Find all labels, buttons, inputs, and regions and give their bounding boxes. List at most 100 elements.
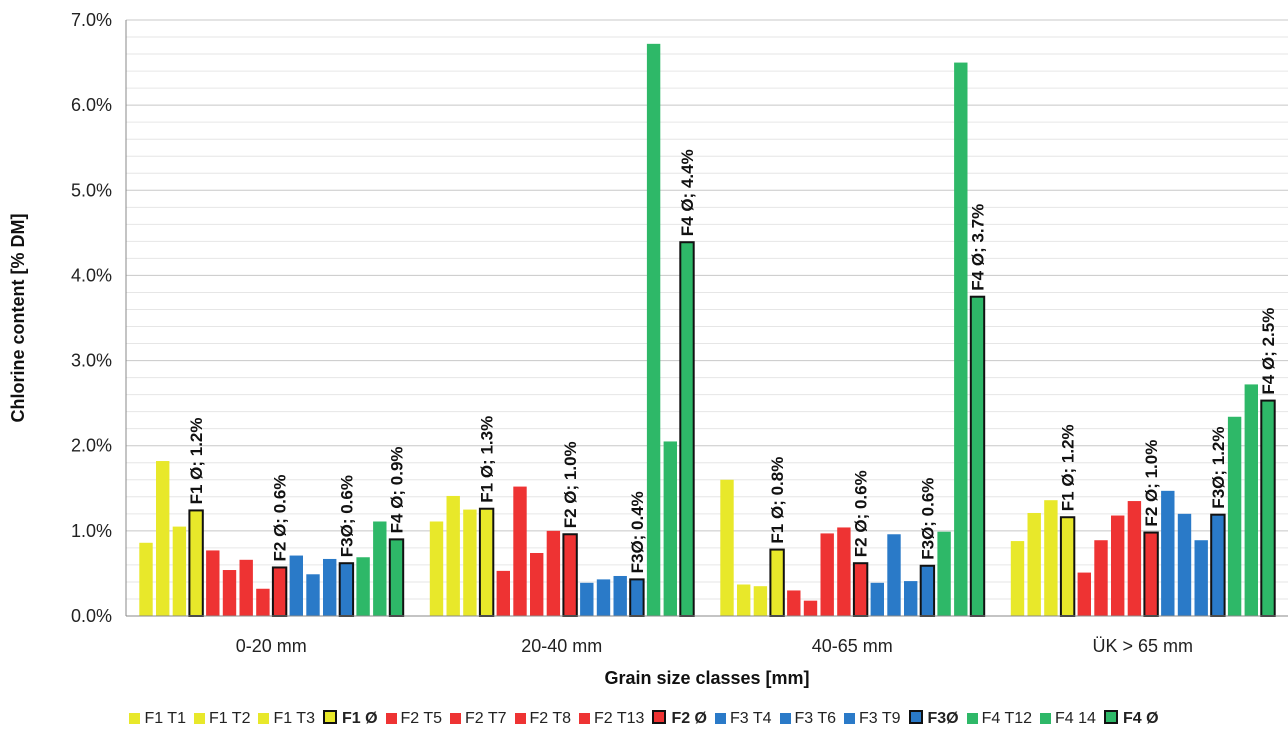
legend-label: F4 Ø (1122, 710, 1159, 727)
average-bar (1260, 399, 1276, 617)
legend-item: F2 T13 (579, 710, 644, 728)
bar (1227, 416, 1242, 616)
legend-swatch (385, 713, 397, 724)
bar (904, 581, 918, 616)
legend-label: F3 T9 (859, 710, 901, 727)
x-tick-label: 20-40 mm (521, 636, 602, 656)
average-bar (852, 562, 869, 617)
bars (139, 43, 1276, 618)
bar (496, 570, 510, 616)
legend-label: F2 T8 (529, 710, 572, 727)
bar (1177, 513, 1192, 616)
legend-swatch (652, 710, 667, 724)
bar (954, 62, 968, 617)
bar (837, 527, 851, 616)
legend-swatch (193, 713, 205, 724)
x-axis-ticks: 0-20 mm 20-40 mm 40-65 mm ÜK > 65 mm (236, 636, 1193, 656)
y-tick-label: 4.0% (71, 265, 112, 285)
bar-labels: F1 Ø; 1.2% F2 Ø; 0.6% F3Ø; 0.6% F4 Ø; 0.9% F… (187, 149, 1278, 573)
bar-data-label: F3Ø; 1.2% (1209, 426, 1228, 508)
bar-data-label: F2 Ø; 0.6% (852, 470, 871, 557)
legend-swatch (129, 713, 141, 724)
average-bar (388, 538, 405, 617)
legend-swatch (715, 713, 726, 724)
legend-item: F2 T8 (514, 710, 572, 728)
legend-item: F1 T1 (129, 710, 186, 728)
average-bar (629, 578, 645, 617)
legend-swatch (322, 710, 337, 724)
bar (1077, 572, 1091, 616)
bar (787, 590, 801, 616)
bar (720, 479, 734, 616)
average-bar (478, 507, 495, 617)
bar (172, 526, 187, 616)
legend-swatch (1103, 710, 1118, 724)
x-tick-label: 0-20 mm (236, 636, 307, 656)
average-bar (1143, 531, 1159, 617)
bar (1194, 540, 1208, 616)
y-tick-label: 5.0% (71, 180, 112, 200)
bar-data-label: F1 Ø; 1.2% (1059, 424, 1078, 511)
bar-data-label: F1 Ø; 0.8% (768, 457, 787, 544)
bar (580, 582, 594, 616)
legend-swatch (450, 713, 462, 724)
bar-data-label: F1 Ø; 1.3% (478, 416, 497, 503)
legend-label: F3Ø (927, 710, 959, 727)
legend-label: F2 T7 (465, 710, 507, 727)
bar (139, 542, 153, 616)
grid-lines (126, 19, 1288, 600)
legend-swatch (908, 710, 923, 724)
legend-swatch (779, 713, 791, 724)
legend-swatch (579, 713, 591, 724)
legend-label: F1 T3 (273, 710, 315, 727)
bar (1027, 512, 1041, 616)
legend-label: F3 T6 (794, 710, 837, 727)
bar-data-label: F2 Ø; 0.6% (271, 475, 290, 562)
bar (356, 557, 370, 616)
y-tick-label: 7.0% (71, 10, 112, 30)
legend-label: F1 Ø (341, 710, 378, 727)
bar (663, 441, 677, 616)
bar (1044, 500, 1058, 616)
legend-label: F4 T12 (981, 710, 1033, 727)
bar-data-label: F4 Ø; 0.9% (388, 446, 407, 533)
legend-swatch (514, 713, 526, 724)
legend-swatch (966, 713, 978, 724)
y-tick-label: 0.0% (71, 606, 112, 626)
bar (1127, 501, 1142, 616)
bar (1094, 540, 1108, 616)
average-bar (1059, 516, 1076, 618)
legend-item: F2 T7 (450, 710, 507, 728)
bar (870, 582, 884, 616)
bar (323, 558, 337, 616)
average-bar (919, 564, 936, 617)
legend-item: F1 Ø (322, 710, 378, 728)
bar (546, 530, 561, 616)
legend-label: F1 T1 (144, 710, 186, 727)
bar (887, 534, 901, 616)
average-bar (562, 533, 578, 618)
bar (646, 43, 661, 616)
bar (753, 586, 768, 616)
bar-data-label: F2 Ø; 1.0% (561, 441, 580, 528)
average-bar (679, 241, 695, 617)
bar (820, 533, 834, 616)
legend-item: F3Ø (908, 710, 959, 728)
legend-item: F2 T5 (385, 710, 442, 728)
bar (1111, 515, 1125, 616)
bar (1161, 490, 1175, 616)
legend-label: F4 14 (1055, 710, 1096, 727)
bar (206, 550, 220, 616)
bar (222, 570, 237, 616)
bar-data-label: F1 Ø; 1.2% (187, 418, 206, 505)
legend-label: F2 Ø (671, 710, 707, 727)
legend: F1 T1 F1 T2 F1 T3 F1 Ø F2 T5 F2 T7 F2 T8 F2 T13… (0, 710, 1288, 728)
average-bar (338, 562, 355, 617)
x-axis-title: Grain size classes [mm] (604, 668, 809, 688)
bar (156, 461, 170, 616)
bar (1244, 384, 1258, 616)
x-tick-label: ÜK > 65 mm (1092, 636, 1193, 656)
legend-item: F1 T3 (258, 710, 315, 728)
legend-swatch (844, 713, 855, 724)
average-bar (271, 566, 288, 617)
